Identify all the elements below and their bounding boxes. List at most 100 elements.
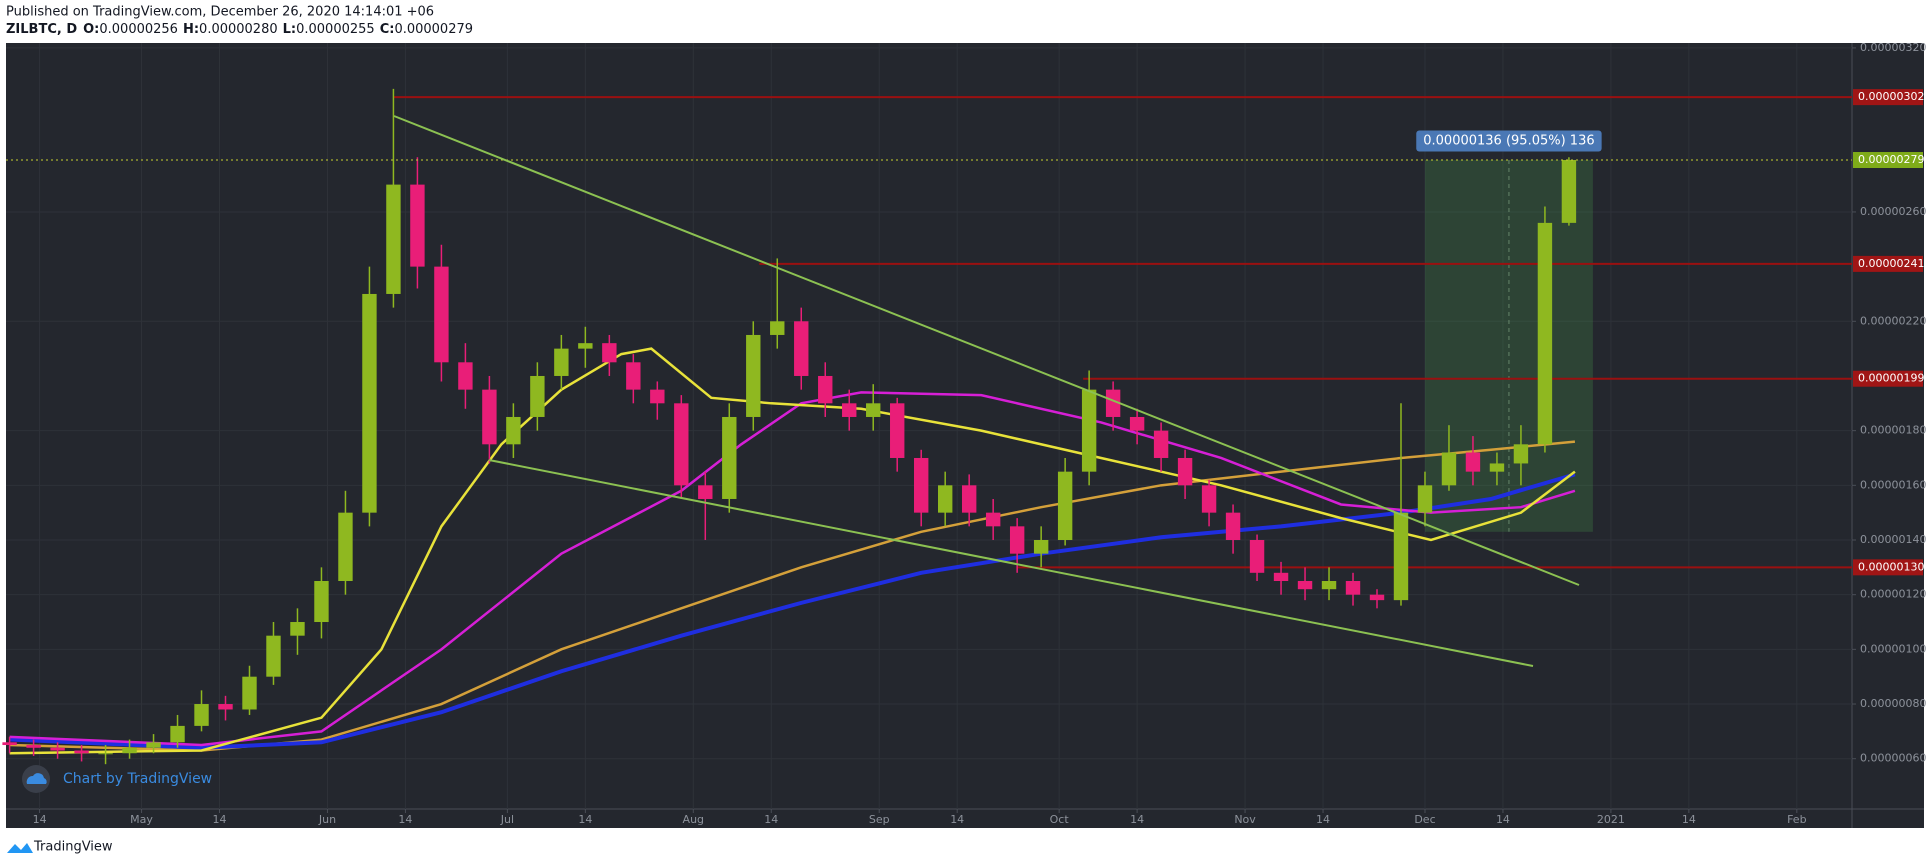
candle-body xyxy=(842,403,857,417)
ohlc-value: 0.00000256 xyxy=(99,22,178,37)
candle-body xyxy=(266,635,281,677)
measure-label-box xyxy=(1416,130,1602,152)
measure-label: 0.00000136 (95.05%) 136 xyxy=(1423,134,1594,149)
symbol-line: ZILBTC, D O:0.00000256 H:0.00000280 L:0.000… xyxy=(6,22,473,37)
candle-body xyxy=(554,348,569,376)
candle-body xyxy=(1489,463,1505,472)
level-label-box xyxy=(1853,559,1923,576)
level-label: 0.00000302 xyxy=(1858,90,1924,103)
level-label: 0.00000241 xyxy=(1858,257,1924,270)
moving-average xyxy=(9,347,1576,755)
symbol: ZILBTC, D xyxy=(6,22,77,37)
candle-body xyxy=(386,184,401,294)
candle-body xyxy=(170,725,185,743)
candle-body xyxy=(50,747,65,751)
ohlc-value: 0.00000279 xyxy=(394,22,473,37)
trendline xyxy=(488,459,1534,667)
candle-body xyxy=(794,321,809,376)
candle-body xyxy=(506,416,521,445)
x-tick-label: Sep xyxy=(869,813,890,826)
candle-body xyxy=(74,750,89,754)
watermark-icon xyxy=(26,773,47,784)
candle-body xyxy=(1393,512,1409,601)
moving-average xyxy=(9,472,1576,750)
candle-body xyxy=(674,403,689,486)
candle-body xyxy=(1081,389,1097,472)
candle-body xyxy=(1321,581,1337,590)
candle-body xyxy=(602,343,617,363)
x-tick-label: 14 xyxy=(764,813,778,826)
candle-body xyxy=(1561,160,1577,223)
footer-brand: TradingView xyxy=(33,840,113,855)
candle-body xyxy=(961,485,977,513)
ohlc-key: O: xyxy=(83,22,99,37)
candle-body xyxy=(314,581,329,623)
plot-layer xyxy=(2,43,1852,809)
candle-body xyxy=(482,389,497,445)
candle-body xyxy=(890,403,905,458)
candle-body xyxy=(194,704,209,726)
candle-body xyxy=(98,753,113,755)
candle-body xyxy=(122,747,137,754)
x-tick-label: 14 xyxy=(1682,813,1696,826)
candle-body xyxy=(146,742,161,748)
level-label: 0.00000199 xyxy=(1858,372,1924,385)
candle-body xyxy=(578,343,593,349)
candle-body xyxy=(1153,430,1169,458)
candle-body xyxy=(1177,457,1193,486)
candle-body xyxy=(722,416,737,499)
x-tick-label: 14 xyxy=(578,813,592,826)
candle-body xyxy=(1273,572,1289,582)
candle-body xyxy=(410,184,425,267)
x-tick-label: 14 xyxy=(213,813,227,826)
trendline xyxy=(393,115,1580,586)
x-tick-label: Jul xyxy=(500,813,514,826)
candle-body xyxy=(1057,471,1073,540)
x-tick-label: Dec xyxy=(1414,813,1435,826)
y-tick-label: 0.00000140 xyxy=(1860,533,1926,546)
candle-body xyxy=(770,321,785,335)
y-tick-label: 0.00000160 xyxy=(1860,478,1926,491)
moving-average xyxy=(9,440,1576,752)
y-tick-label: 0.00000080 xyxy=(1860,697,1926,710)
candle-body xyxy=(1105,389,1121,417)
candle-body xyxy=(1441,452,1457,486)
x-tick-label: May xyxy=(130,813,153,826)
y-tick-label: 0.00000220 xyxy=(1860,314,1926,327)
candle-body xyxy=(26,745,41,748)
candle-body xyxy=(2,742,17,746)
x-tick-label: Feb xyxy=(1787,813,1806,826)
candle-body xyxy=(458,362,473,390)
x-tick-label: 14 xyxy=(33,813,47,826)
candle-body xyxy=(1249,539,1265,573)
candle-body xyxy=(1201,485,1217,513)
candle-body xyxy=(1033,539,1049,554)
candle-body xyxy=(746,334,761,417)
x-tick-label: Jun xyxy=(318,813,336,826)
ohlc-value: 0.00000255 xyxy=(296,22,375,37)
candle-body xyxy=(1417,485,1433,513)
x-tick-label: 14 xyxy=(1316,813,1330,826)
price-axis-background xyxy=(1852,43,1924,809)
ohlc-key: L: xyxy=(283,22,296,37)
y-tick-label: 0.00000320 xyxy=(1860,41,1926,54)
candle-body xyxy=(650,389,665,404)
y-tick-label: 0.00000260 xyxy=(1860,205,1926,218)
level-label-box xyxy=(1853,370,1923,387)
x-tick-label: Nov xyxy=(1234,813,1256,826)
y-tick-label: 0.00000100 xyxy=(1860,642,1926,655)
y-tick-label: 0.00000060 xyxy=(1860,752,1926,765)
candle-body xyxy=(290,622,305,636)
ohlc-key: C: xyxy=(380,22,395,37)
x-tick-label: 14 xyxy=(1130,813,1144,826)
x-tick-label: 14 xyxy=(398,813,412,826)
candle-body xyxy=(1297,581,1313,590)
y-tick-label: 0.00000180 xyxy=(1860,424,1926,437)
candle-body xyxy=(818,375,833,404)
x-tick-label: 14 xyxy=(1496,813,1510,826)
candle-body xyxy=(530,375,545,417)
candle-body xyxy=(242,676,257,710)
watermark: Chart by TradingView xyxy=(63,771,212,787)
candle-body xyxy=(362,293,377,513)
candle-body xyxy=(914,457,929,513)
